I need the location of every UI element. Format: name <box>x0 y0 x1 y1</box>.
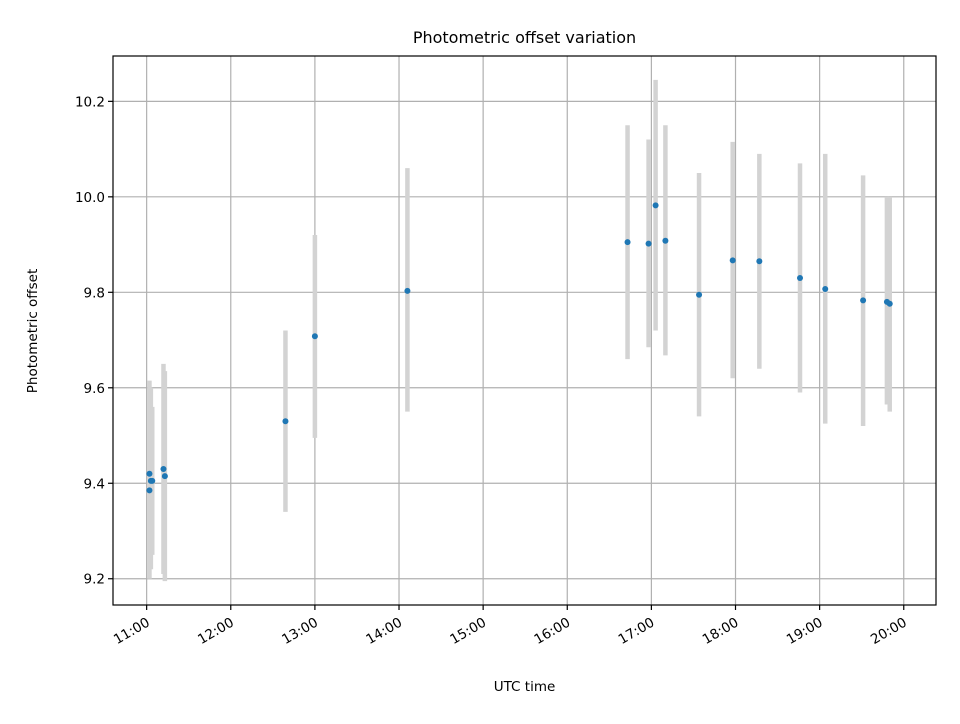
data-point <box>652 202 659 209</box>
errorbars <box>147 79 892 582</box>
y-tick-label: 10.0 <box>75 190 105 206</box>
data-point <box>756 258 763 265</box>
x-tick-label: 15:00 <box>447 615 489 648</box>
x-tick-label: 16:00 <box>532 615 574 648</box>
data-point <box>860 297 867 304</box>
data-point <box>404 287 411 294</box>
plot-frame <box>112 55 937 606</box>
y-tick-label: 10.2 <box>75 94 105 110</box>
data-point <box>146 470 153 477</box>
x-axis-label: UTC time <box>494 679 556 695</box>
data-point <box>161 473 168 480</box>
chart-title: Photometric offset variation <box>413 28 636 47</box>
data-point <box>282 418 289 425</box>
data-point <box>146 487 153 494</box>
y-tick-label: 9.2 <box>84 572 105 588</box>
data-point <box>149 477 156 484</box>
x-tick-label: 19:00 <box>784 615 826 648</box>
x-tick-label: 11:00 <box>111 615 153 648</box>
plot-area: 11:00 12:00 13:00 14:00 15:00 16:00 17:00 18:00… <box>75 55 937 648</box>
y-tick-label: 9.4 <box>84 476 105 492</box>
data-point <box>311 333 318 340</box>
x-tick-label: 14:00 <box>363 615 405 648</box>
gridlines <box>113 56 936 605</box>
data-point <box>729 257 736 264</box>
data-points <box>146 202 893 494</box>
data-point <box>797 274 804 281</box>
x-tick-label: 20:00 <box>868 615 910 648</box>
data-point <box>696 291 703 298</box>
data-point <box>822 285 829 292</box>
x-tick-label: 18:00 <box>700 615 742 648</box>
data-point <box>645 240 652 247</box>
x-tick-label: 12:00 <box>195 615 237 648</box>
y-tick-label: 9.6 <box>84 381 105 397</box>
y-tick-label: 9.8 <box>84 285 105 301</box>
y-axis-label: Photometric offset <box>25 269 41 393</box>
data-point <box>662 237 669 244</box>
data-point <box>160 465 167 472</box>
data-point <box>624 239 631 246</box>
x-tick-label: 17:00 <box>616 615 658 648</box>
data-point <box>886 300 893 307</box>
x-tick-label: 13:00 <box>279 615 321 648</box>
